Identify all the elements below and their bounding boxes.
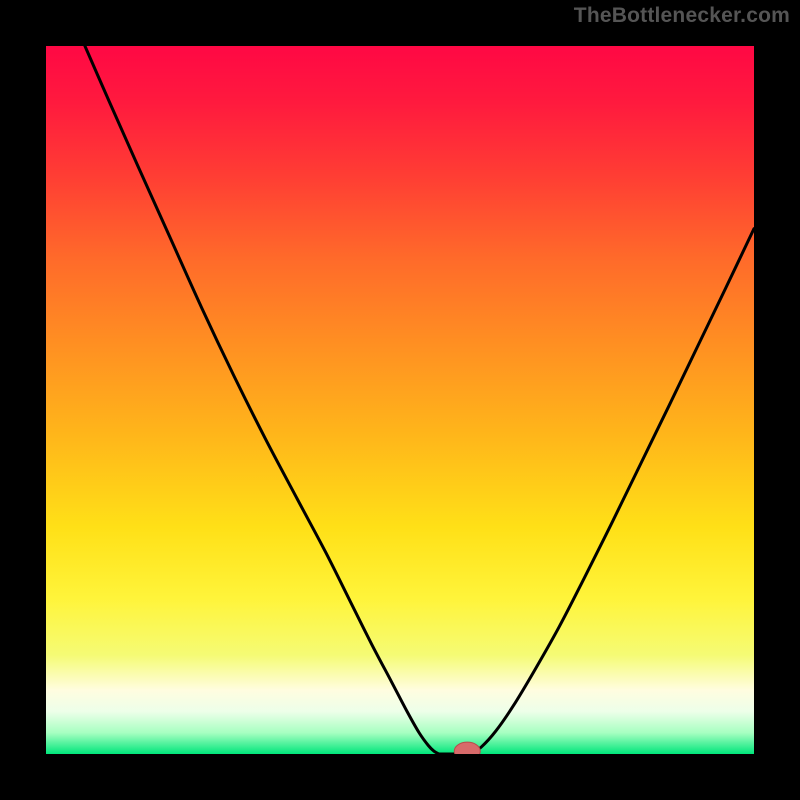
watermark-text: TheBottlenecker.com <box>574 4 790 28</box>
gradient-background <box>46 46 754 754</box>
chart-stage: TheBottlenecker.com <box>0 0 800 800</box>
bottleneck-chart <box>0 0 800 800</box>
